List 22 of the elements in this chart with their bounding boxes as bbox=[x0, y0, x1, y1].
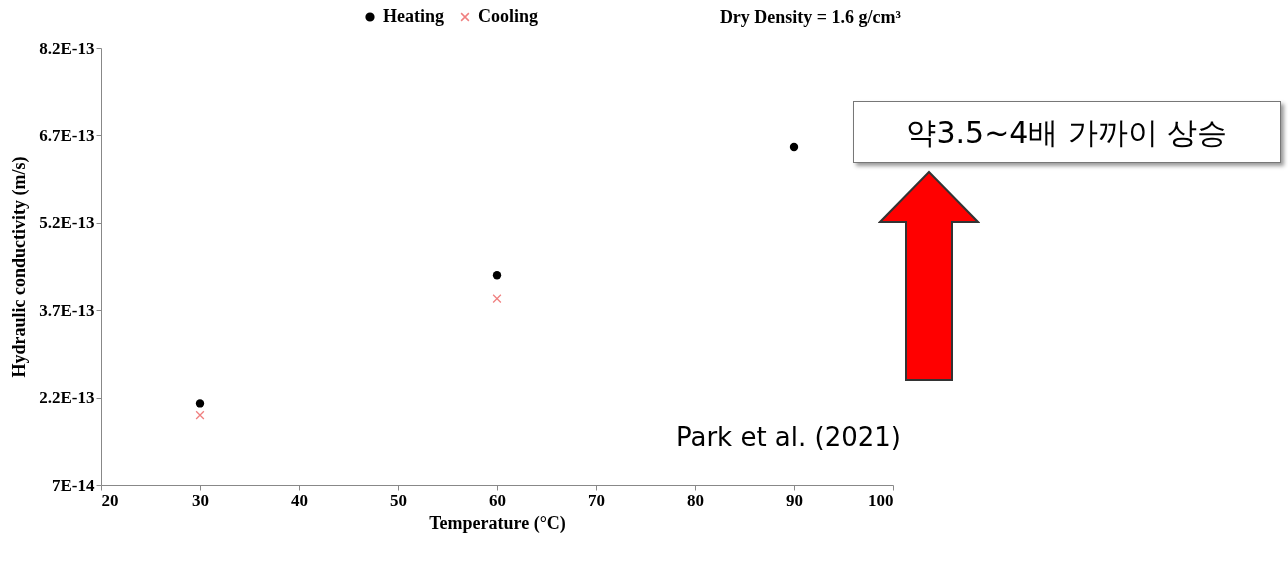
x-tick-label: 20 bbox=[101, 490, 119, 510]
legend-label: Cooling bbox=[478, 6, 539, 26]
y-tick-label: 7E-14 bbox=[52, 475, 95, 495]
x-tick-label: 60 bbox=[489, 490, 506, 510]
note-box: 약3.5~4배 가까이 상승 bbox=[853, 101, 1281, 163]
y-tick-label: 3.7E-13 bbox=[39, 300, 95, 320]
y-tick-label: 6.7E-13 bbox=[39, 125, 95, 145]
x-tick-label: 40 bbox=[291, 490, 308, 510]
annotation: Park et al. (2021) bbox=[675, 422, 901, 452]
x-tick-label: 90 bbox=[786, 490, 803, 510]
legend-label: Heating bbox=[383, 6, 444, 26]
y-tick-label: 5.2E-13 bbox=[39, 213, 95, 233]
x-tick-label: 100 bbox=[868, 490, 894, 510]
x-tick-label: 80 bbox=[687, 490, 704, 510]
text: Dry Density = 1.6 g/cm³ bbox=[719, 7, 902, 27]
x-tick-label: 30 bbox=[192, 490, 209, 510]
x-axis-title: Temperature (°C) bbox=[429, 512, 566, 534]
y-tick-label: 8.2E-13 bbox=[39, 38, 95, 58]
y-tick-label: 2.2E-13 bbox=[39, 388, 95, 408]
x-tick-label: 70 bbox=[588, 490, 605, 510]
x-tick-label: 50 bbox=[390, 490, 407, 510]
y-axis-title: Hydraulic conductivity (m/s) bbox=[9, 156, 31, 378]
